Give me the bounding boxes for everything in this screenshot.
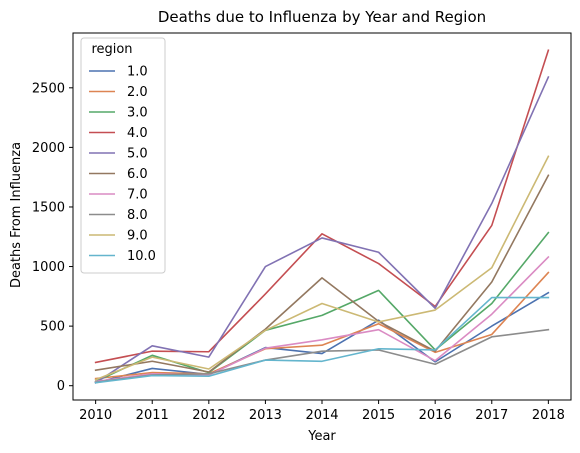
x-tick-label: 2011 (136, 408, 169, 423)
y-tick-label: 500 (40, 320, 65, 335)
legend-label: 3.0 (127, 106, 148, 121)
legend-label: 9.0 (127, 229, 148, 244)
y-tick-label: 1500 (32, 200, 65, 215)
x-tick-label: 2016 (419, 408, 452, 423)
y-tick-label: 0 (57, 379, 65, 394)
y-axis-title: Deaths From Influenza (9, 142, 24, 288)
legend-label: 5.0 (127, 147, 148, 162)
series-layer (94, 49, 550, 384)
legend-label: 7.0 (127, 188, 148, 203)
legend-label: 8.0 (127, 208, 148, 223)
series-line-2-0 (94, 271, 550, 380)
x-tick-label: 2017 (475, 408, 508, 423)
legend-label: 2.0 (127, 85, 148, 100)
y-tick-label: 1000 (32, 260, 65, 275)
legend-label: 1.0 (127, 65, 148, 80)
chart-title: Deaths due to Influenza by Year and Regi… (158, 8, 486, 26)
x-tick-label: 2013 (249, 408, 282, 423)
series-line-9-0 (94, 155, 550, 381)
x-tick-label: 2012 (192, 408, 225, 423)
x-tick-label: 2010 (79, 408, 112, 423)
legend-box (80, 37, 166, 274)
x-axis-title: Year (307, 429, 336, 444)
legend-label: 6.0 (127, 167, 148, 182)
series-line-8-0 (94, 328, 550, 384)
series-line-10-0 (94, 296, 550, 384)
legend-title: region (91, 42, 132, 57)
y-tick-label: 2500 (32, 81, 65, 96)
legend: region 1.0 2.0 3.0 4.0 5.0 6.0 7.0 8.0 9.0 10.0 (80, 37, 166, 274)
series-line-1-0 (94, 291, 550, 384)
x-axis: 2010 2011 2012 2013 2014 2015 2016 2017 2018 (79, 400, 565, 423)
y-tick-label: 2000 (32, 141, 65, 156)
y-axis: 0 500 1000 1500 2000 2500 (32, 81, 73, 394)
x-tick-label: 2018 (532, 408, 565, 423)
legend-label: 10.0 (127, 249, 156, 264)
series-line-4-0 (94, 49, 550, 364)
series-line-6-0 (94, 174, 550, 373)
legend-label: 4.0 (127, 126, 148, 141)
x-tick-label: 2015 (362, 408, 395, 423)
x-tick-label: 2014 (305, 408, 338, 423)
series-line-5-0 (94, 76, 550, 384)
